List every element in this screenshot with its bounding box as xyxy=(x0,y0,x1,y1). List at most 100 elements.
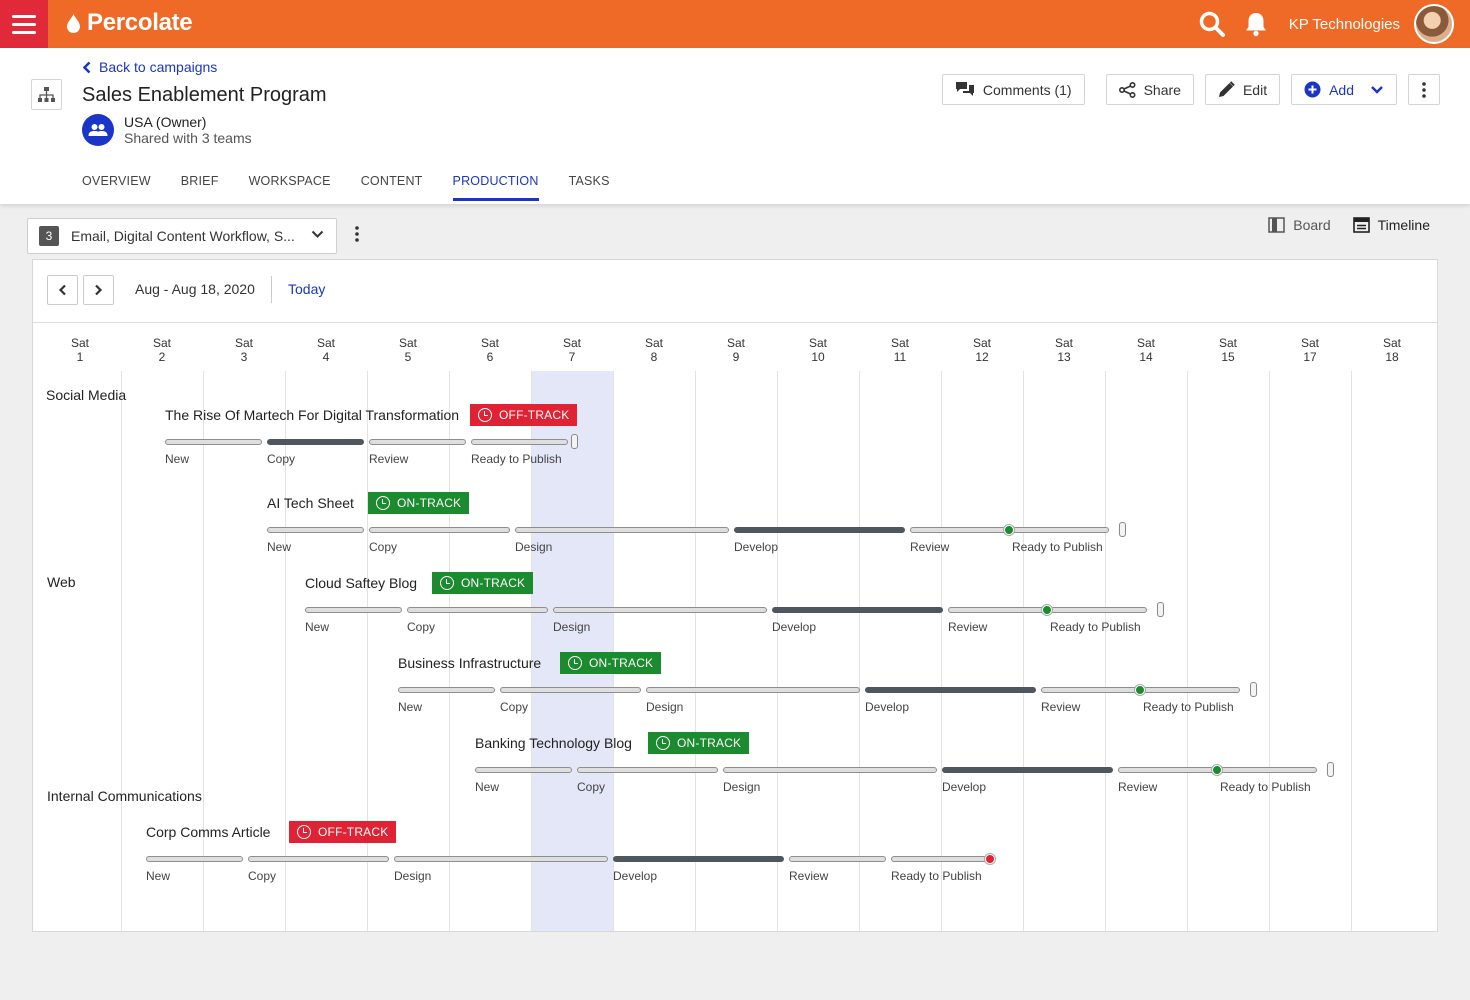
chevron-down-icon xyxy=(1371,86,1383,94)
comments-button[interactable]: Comments (1) xyxy=(941,74,1085,105)
stage-label: Design xyxy=(723,780,761,794)
edit-button[interactable]: Edit xyxy=(1204,74,1281,105)
stage-bar-new[interactable] xyxy=(267,527,364,533)
status-badge: OFF-TRACK xyxy=(470,404,578,426)
stage-bar-develop[interactable] xyxy=(942,767,1113,773)
stage-bar-copy[interactable] xyxy=(577,767,718,773)
workflow-filter-dropdown[interactable]: 3 Email, Digital Content Workflow, S... xyxy=(27,218,337,254)
day-header: Sat 8 xyxy=(644,336,663,364)
hierarchy-button[interactable] xyxy=(31,79,62,110)
tab-workspace[interactable]: WORKSPACE xyxy=(248,174,331,188)
stage-bar-ready-to-publish[interactable] xyxy=(1050,607,1147,613)
day-gridline xyxy=(121,371,122,931)
more-options-button[interactable] xyxy=(1408,74,1440,105)
drag-handle[interactable] xyxy=(1250,682,1257,697)
stage-label: Copy xyxy=(369,540,398,554)
share-button[interactable]: Share xyxy=(1105,74,1194,105)
stage-label: Copy xyxy=(267,452,296,466)
stage-bar-new[interactable] xyxy=(165,439,262,445)
day-header: Sat 12 xyxy=(972,336,991,364)
task-title[interactable]: Corp Comms Article xyxy=(146,824,271,840)
today-button[interactable]: Today xyxy=(288,281,326,297)
tab-brief[interactable]: BRIEF xyxy=(180,174,219,188)
stage-bar-design[interactable] xyxy=(646,687,860,693)
day-gridline xyxy=(1351,371,1352,931)
board-view-button[interactable]: Board xyxy=(1268,217,1331,233)
day-header: Sat 11 xyxy=(890,336,909,364)
day-gridline xyxy=(695,371,696,931)
stage-bar-ready-to-publish[interactable] xyxy=(1143,687,1240,693)
stage-bar-new[interactable] xyxy=(475,767,572,773)
drag-handle[interactable] xyxy=(571,434,578,449)
group-social-media: Social Media xyxy=(46,387,127,403)
stage-bar-new[interactable] xyxy=(398,687,495,693)
header-actions: Comments (1) Share Edit Add xyxy=(941,74,1440,105)
stage-bar-design[interactable] xyxy=(723,767,937,773)
task-title[interactable]: Business Infrastructure xyxy=(398,655,542,671)
day-header-row: Sat 1 Sat 2 Sat 3 Sat 4 Sat 5 Sat 6 Sat 7 Sat 8 Sat 9 Sat 1… xyxy=(33,336,1437,366)
drag-handle[interactable] xyxy=(1157,602,1164,617)
company-name[interactable]: KP Technologies xyxy=(1288,15,1400,33)
stage-label: Develop xyxy=(734,540,779,554)
stage-bar-review[interactable] xyxy=(369,439,466,445)
status-badge: ON-TRACK xyxy=(368,492,470,514)
stage-bar-review[interactable] xyxy=(789,856,886,862)
task-title[interactable]: Banking Technology Blog xyxy=(475,735,632,751)
clock-icon xyxy=(568,656,582,670)
stage-bar-copy[interactable] xyxy=(248,856,389,862)
stage-bar-review[interactable] xyxy=(910,527,1007,533)
search-icon[interactable] xyxy=(1197,9,1227,39)
stage-bar-develop[interactable] xyxy=(772,607,943,613)
stage-bar-develop[interactable] xyxy=(613,856,784,862)
tab-production[interactable]: PRODUCTION xyxy=(452,174,539,201)
task-title[interactable]: The Rise Of Martech For Digital Transfor… xyxy=(165,407,460,423)
stage-bar-copy[interactable] xyxy=(500,687,641,693)
tab-tasks[interactable]: TASKS xyxy=(568,174,610,188)
stage-bar-copy[interactable] xyxy=(407,607,548,613)
timeline-nav: Aug - Aug 18, 2020 Today xyxy=(33,260,1437,323)
stage-bar-design[interactable] xyxy=(553,607,767,613)
stage-bar-develop[interactable] xyxy=(734,527,905,533)
today-column-highlight xyxy=(531,371,613,931)
comments-label: Comments (1) xyxy=(982,81,1072,98)
task-title[interactable]: Cloud Saftey Blog xyxy=(305,575,418,591)
prev-period-button[interactable] xyxy=(47,275,78,305)
filter-count-badge: 3 xyxy=(39,226,59,246)
stage-bar-new[interactable] xyxy=(305,607,402,613)
user-avatar[interactable] xyxy=(1414,4,1454,44)
day-gridline xyxy=(367,371,368,931)
stage-bar-copy[interactable] xyxy=(267,439,364,445)
stage-bar-review[interactable] xyxy=(1118,767,1215,773)
drag-handle[interactable] xyxy=(1327,762,1334,777)
stage-bar-design[interactable] xyxy=(515,527,729,533)
stage-label: Design xyxy=(515,540,553,554)
stage-bar-ready-to-publish[interactable] xyxy=(1012,527,1109,533)
day-header: Sat 4 xyxy=(316,336,335,364)
stage-label: New xyxy=(398,700,423,714)
add-button[interactable]: Add xyxy=(1291,74,1397,105)
bell-icon[interactable] xyxy=(1241,9,1271,39)
day-gridline xyxy=(1269,371,1270,931)
tab-content[interactable]: CONTENT xyxy=(360,174,423,188)
stage-bar-new[interactable] xyxy=(146,856,243,862)
task-title[interactable]: AI Tech Sheet xyxy=(267,495,354,511)
stage-bar-review[interactable] xyxy=(1041,687,1138,693)
brand-logo[interactable]: Percolate xyxy=(66,9,193,37)
stage-bar-ready-to-publish[interactable] xyxy=(891,856,988,862)
stage-bar-design[interactable] xyxy=(394,856,608,862)
stage-label: Copy xyxy=(248,869,277,883)
stage-bar-ready-to-publish[interactable] xyxy=(1220,767,1317,773)
filter-more-button[interactable] xyxy=(355,226,359,247)
stage-bar-copy[interactable] xyxy=(369,527,510,533)
tab-overview[interactable]: OVERVIEW xyxy=(82,174,151,188)
timeline-view-button[interactable]: Timeline xyxy=(1352,217,1430,233)
next-period-button[interactable] xyxy=(83,275,114,305)
hamburger-menu-button[interactable] xyxy=(0,0,48,48)
drag-handle[interactable] xyxy=(1119,522,1126,537)
stage-bar-review[interactable] xyxy=(948,607,1045,613)
stage-bar-ready-to-publish[interactable] xyxy=(471,439,568,445)
stage-bar-develop[interactable] xyxy=(865,687,1036,693)
day-gridline xyxy=(531,371,532,931)
back-to-campaigns-link[interactable]: Back to campaigns xyxy=(82,59,217,75)
date-range: Aug - Aug 18, 2020 xyxy=(135,281,255,297)
